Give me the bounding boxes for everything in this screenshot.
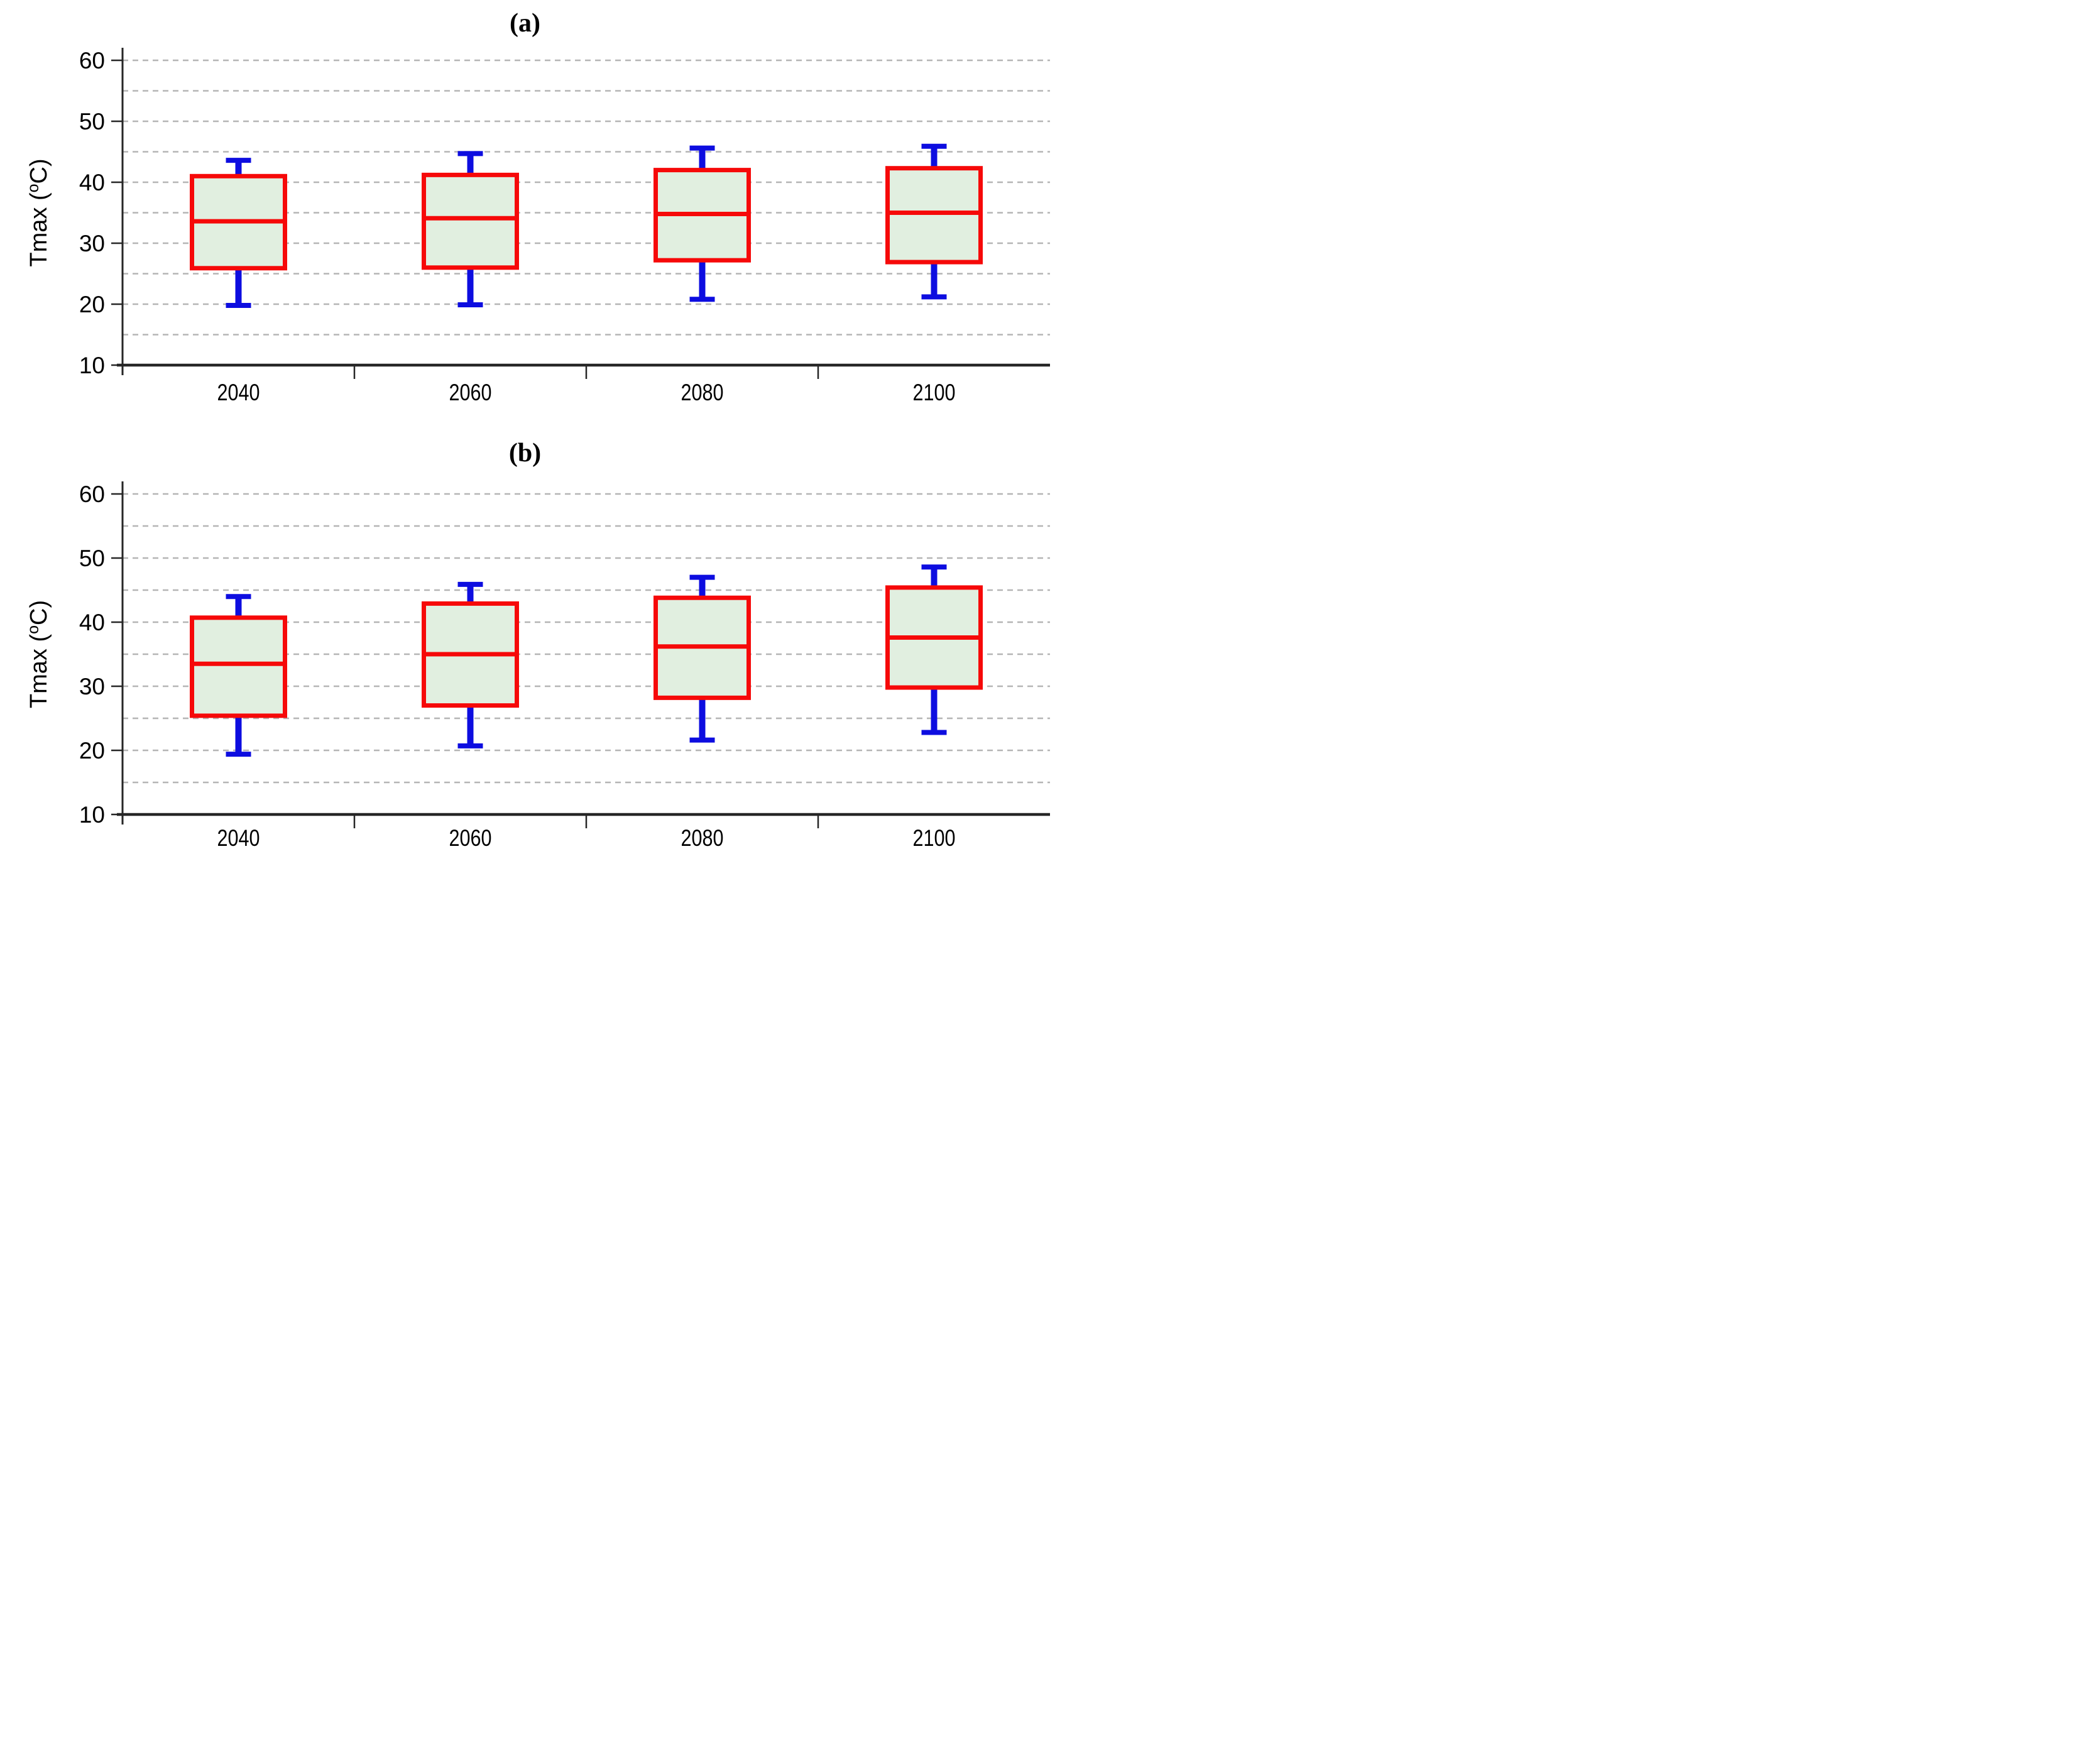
y-tick-label-20: 20 [79,738,105,764]
y-tick-label-50: 50 [79,545,105,571]
box-2100 [885,166,983,265]
panel-a-title: (a) [510,9,540,38]
x-label-2060: 2060 [449,380,492,405]
panel-b-title: (b) [508,439,542,468]
x-label-2060: 2060 [449,825,492,851]
y-tick-label-10: 10 [79,802,105,828]
y-tick-label-60: 60 [79,481,105,507]
panel-b-boxplot: 60 50 40 30 20 10 2040 2060 2080 2100 Tmax (oC) [25,481,1050,851]
y-tick-label-40: 40 [79,610,105,635]
y-tick-label-50: 50 [79,109,105,134]
boxplot-figure: (a) 60 50 40 30 20 10 2040 2060 2080 2100 Tmax (oC… [0,0,1050,880]
x-label-2040: 2040 [217,380,260,405]
y-tick-label-20: 20 [79,292,105,317]
box-2040 [190,615,287,718]
x-label-2100: 2100 [913,380,956,405]
panel-a-boxplot: 60 50 40 30 20 10 2040 2060 2080 2100 Tmax (oC) [25,48,1050,405]
x-label-2080: 2080 [681,825,724,851]
x-label-2080: 2080 [681,380,724,405]
y-tick-label-60: 60 [79,48,105,74]
y-tick-label-10: 10 [79,353,105,378]
box-2060 [422,172,519,270]
x-label-2040: 2040 [217,825,260,851]
y-axis-label: Tmax (oC) [25,158,52,266]
y-tick-label-30: 30 [79,231,105,256]
y-axis-label: Tmax (oC) [25,600,52,708]
y-tick-label-30: 30 [79,674,105,699]
y-tick-label-40: 40 [79,170,105,195]
x-label-2100: 2100 [913,825,956,851]
